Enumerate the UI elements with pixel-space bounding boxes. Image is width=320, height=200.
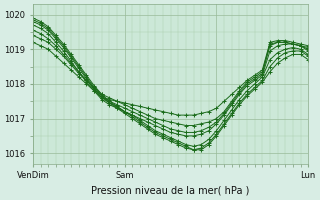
X-axis label: Pression niveau de la mer( hPa ): Pression niveau de la mer( hPa ) — [92, 186, 250, 196]
